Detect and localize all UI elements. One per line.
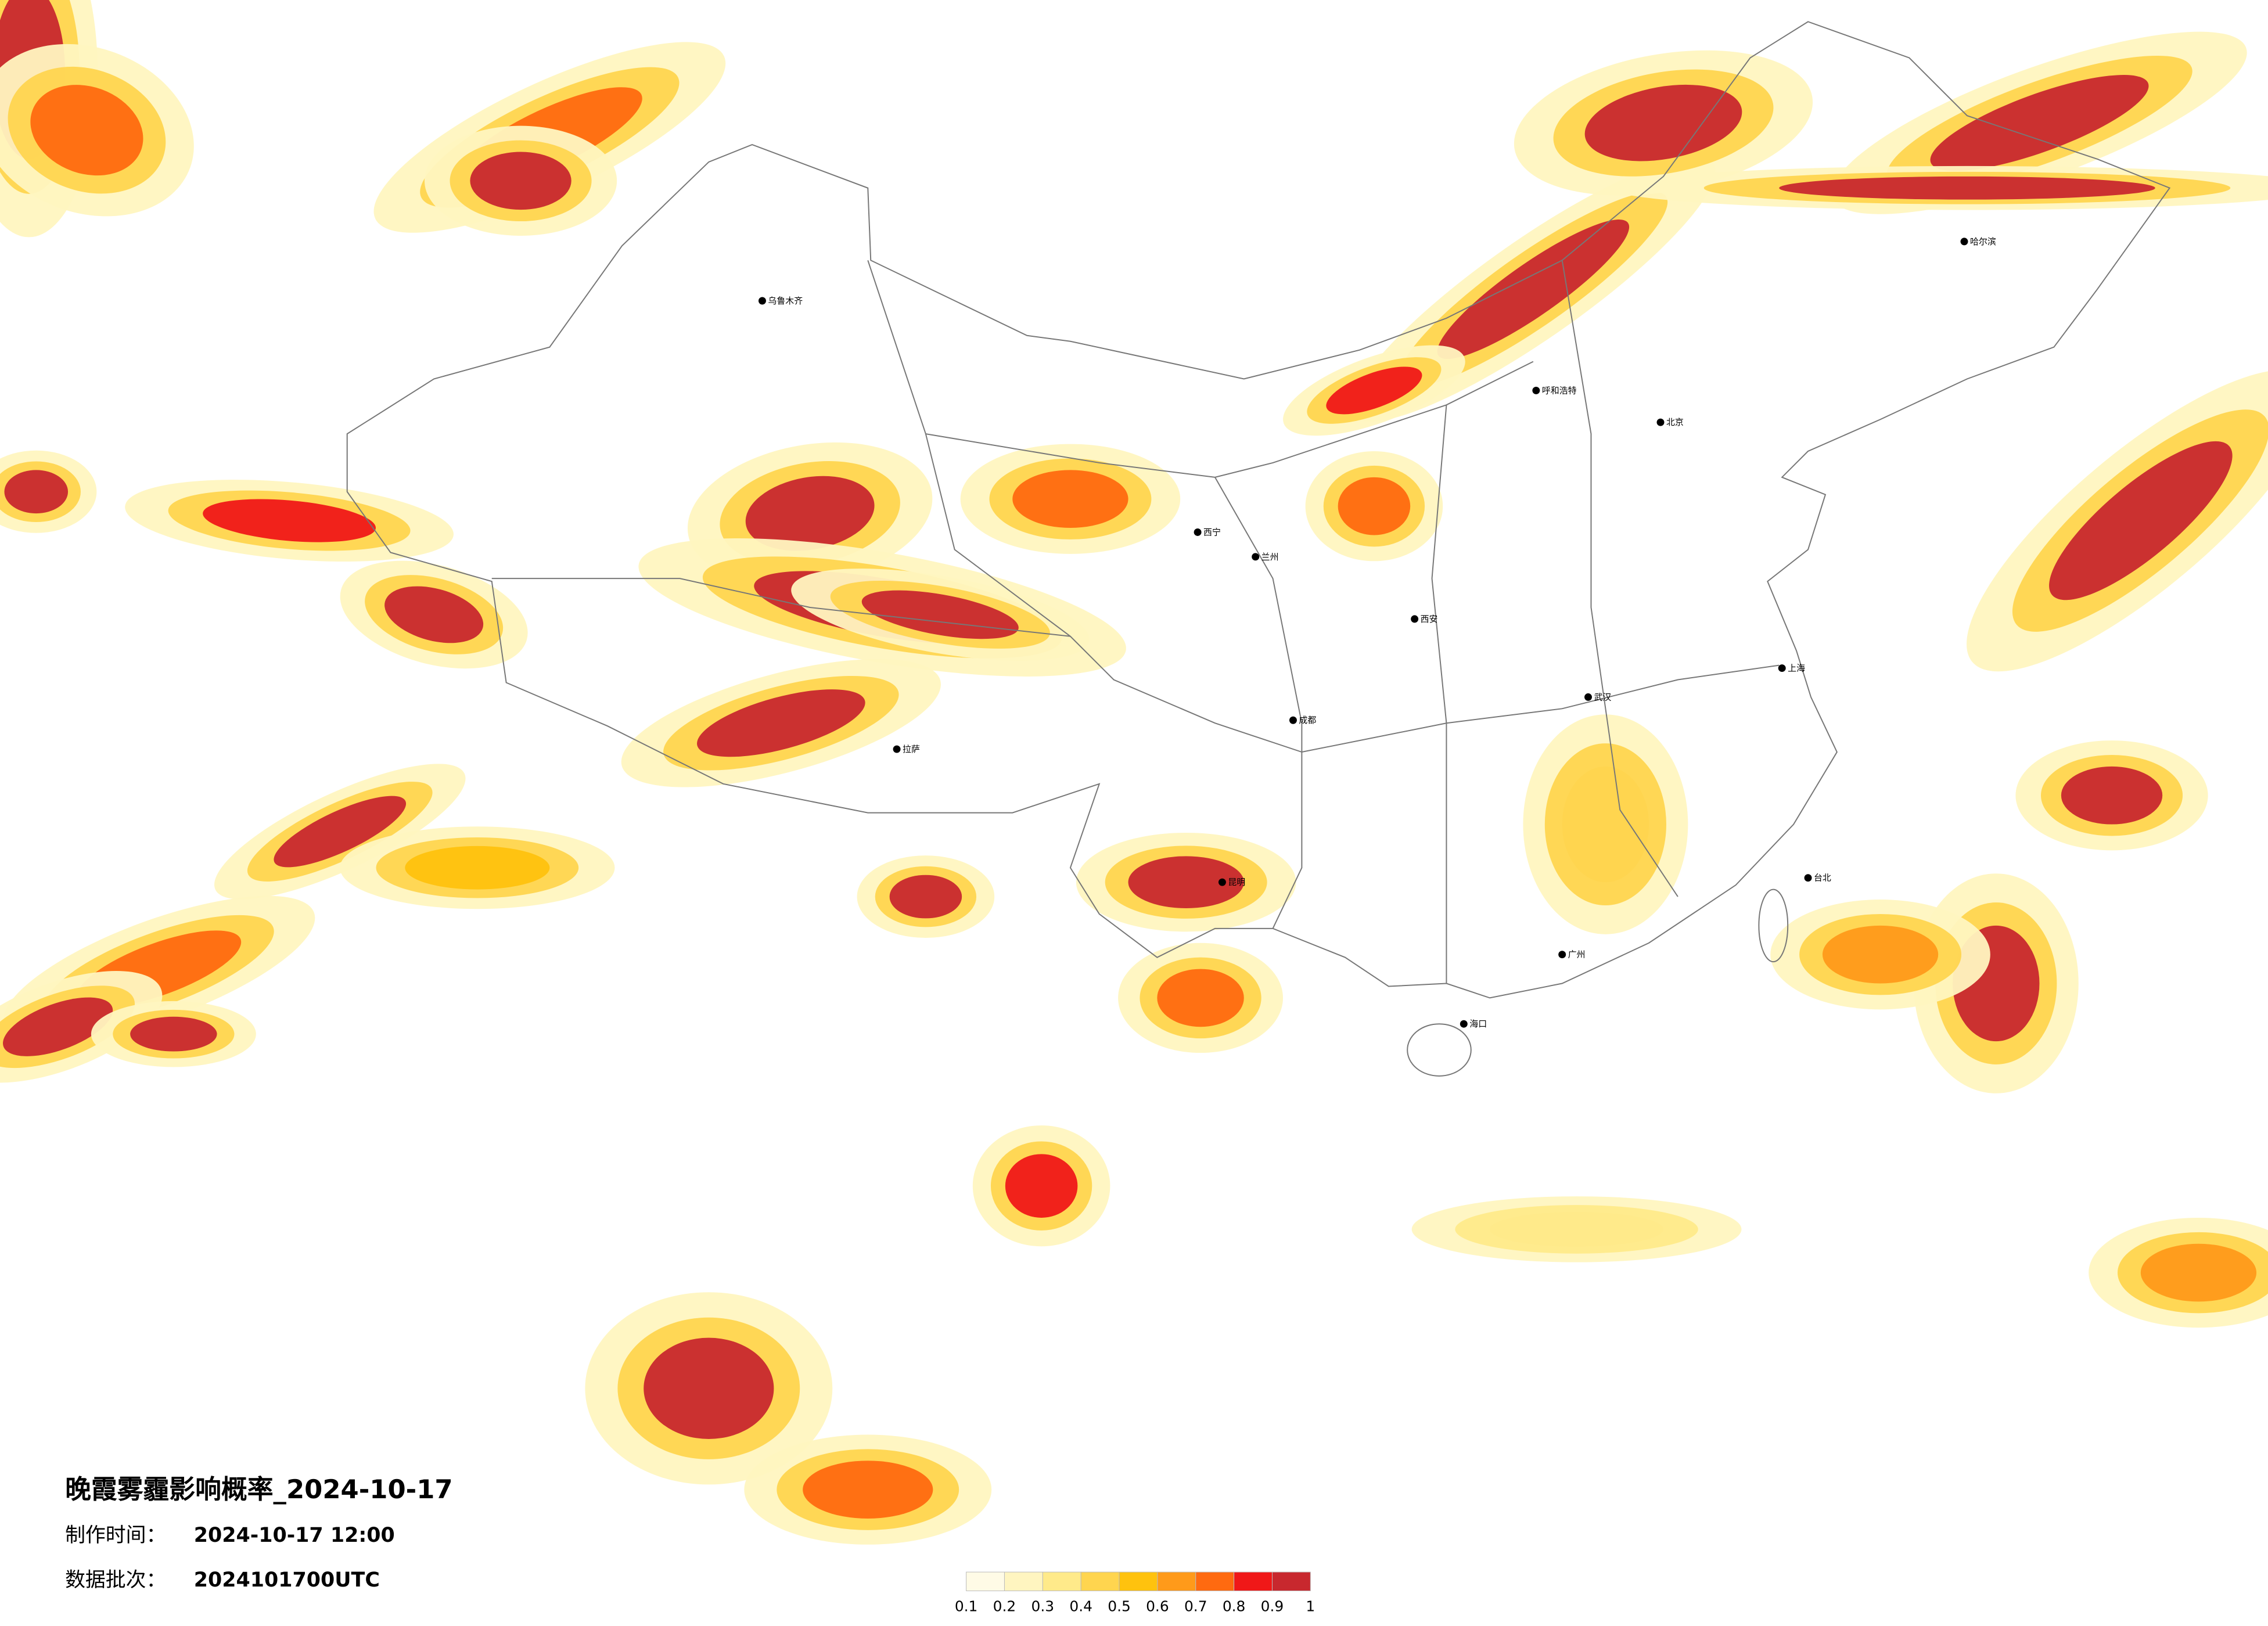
legend-tick-label: 0.2 (993, 1598, 1016, 1614)
city-dot (1252, 553, 1260, 561)
haze-patch (130, 1016, 217, 1052)
haze-patch (470, 152, 572, 210)
city-dot (1558, 951, 1566, 959)
legend-tick-label: 1 (1306, 1598, 1315, 1614)
legend-tick-label: 0.1 (955, 1598, 978, 1614)
production-value: 2024-10-17 12:00 (194, 1524, 395, 1547)
haze-patch (745, 476, 875, 551)
haze-patch (203, 499, 376, 542)
legend-tick-label: 0.4 (1069, 1598, 1092, 1614)
legend-swatch (1119, 1571, 1158, 1591)
city-dot (1804, 874, 1812, 882)
haze-patch (803, 1460, 933, 1519)
legend-swatch (1195, 1571, 1235, 1591)
haze-patch (1128, 856, 1244, 908)
city-dot (1460, 1020, 1468, 1028)
city-label: 海口 (1469, 1019, 1487, 1029)
city-label: 西宁 (1203, 527, 1221, 537)
city-dot (1194, 528, 1202, 536)
legend-swatch (1234, 1571, 1273, 1591)
city-label: 武汉 (1594, 692, 1611, 702)
haze-patch (1437, 220, 1630, 359)
haze-patch (384, 586, 484, 643)
legend-tick-label: 0.5 (1108, 1598, 1131, 1614)
haze-patch (2049, 441, 2233, 600)
haze-patch (1779, 176, 2155, 200)
batch-value: 2024101700UTC (194, 1569, 380, 1592)
legend-tick-label: 0.7 (1184, 1598, 1207, 1614)
haze-patch (1157, 969, 1244, 1027)
batch-label: 数据批次： (65, 1569, 166, 1592)
city-dot (893, 745, 901, 753)
city-label: 拉萨 (903, 744, 920, 754)
city-label: 上海 (1788, 663, 1805, 674)
city-label: 昆明 (1228, 877, 1245, 887)
city-dot (758, 297, 766, 305)
china-outline (346, 21, 2171, 1077)
legend-tick-label: 0.8 (1223, 1598, 1246, 1614)
haze-patch (1012, 470, 1128, 528)
cities: 乌鲁木齐 拉萨 西宁 兰州 呼和浩特 北京 哈尔滨 成都 西安 武汉 上海 广州… (758, 236, 1996, 1029)
haze-patch (1584, 84, 1742, 161)
legend-swatch (1157, 1571, 1196, 1591)
city-dot (1960, 238, 1968, 246)
haze-patch (3, 997, 113, 1056)
legend-swatch (966, 1571, 1005, 1591)
haze-patch (30, 85, 143, 176)
city-dot (1218, 878, 1226, 886)
city-label: 西安 (1421, 614, 1438, 624)
legend-tick-label: 0.6 (1146, 1598, 1169, 1614)
legend-swatch (1080, 1571, 1120, 1591)
haze-patch (644, 1337, 774, 1439)
city-dot (1656, 418, 1665, 426)
haze-patch (274, 796, 407, 868)
city-label: 成都 (1299, 715, 1316, 725)
haze-patch (889, 875, 962, 919)
legend-swatch (1004, 1571, 1043, 1591)
city-dot (1411, 615, 1419, 623)
city-dot (1289, 716, 1297, 724)
haze-patch (2140, 1243, 2257, 1302)
haze-layer (0, 0, 2268, 1545)
production-label: 制作时间： (65, 1524, 166, 1547)
city-label: 台北 (1814, 873, 1831, 883)
city-label: 哈尔滨 (1970, 236, 1996, 247)
legend-tick-label: 0.3 (1031, 1598, 1055, 1614)
haze-patch (697, 689, 865, 757)
haze-patch (1930, 75, 2149, 171)
legend-swatch (1271, 1571, 1311, 1591)
haze-patch (1562, 766, 1649, 883)
haze-patch (1005, 1154, 1078, 1218)
haze-patch (1338, 477, 1411, 535)
haze-patch (1822, 925, 1939, 984)
city-dot (1532, 386, 1540, 394)
title: 晚霞雾霾影响概率_2024-10-17 (65, 1474, 453, 1505)
haze-patch (2061, 766, 2163, 825)
haze-patch (1490, 1211, 1663, 1247)
legend-swatch (1042, 1571, 1081, 1591)
city-label: 北京 (1666, 417, 1684, 427)
legend-tick-label: 0.9 (1261, 1598, 1284, 1614)
city-label: 乌鲁木齐 (768, 296, 803, 306)
city-dot (1584, 693, 1592, 701)
haze-patch (405, 846, 550, 890)
haze-patch (4, 470, 69, 514)
city-dot (1778, 664, 1786, 672)
city-label: 兰州 (1261, 552, 1279, 562)
haze-patch (1326, 366, 1422, 415)
legend: 0.1 0.2 0.3 0.4 0.5 0.6 0.7 0.8 0.9 1 (955, 1571, 1315, 1614)
city-label: 呼和浩特 (1542, 385, 1577, 395)
city-label: 广州 (1568, 949, 1586, 960)
